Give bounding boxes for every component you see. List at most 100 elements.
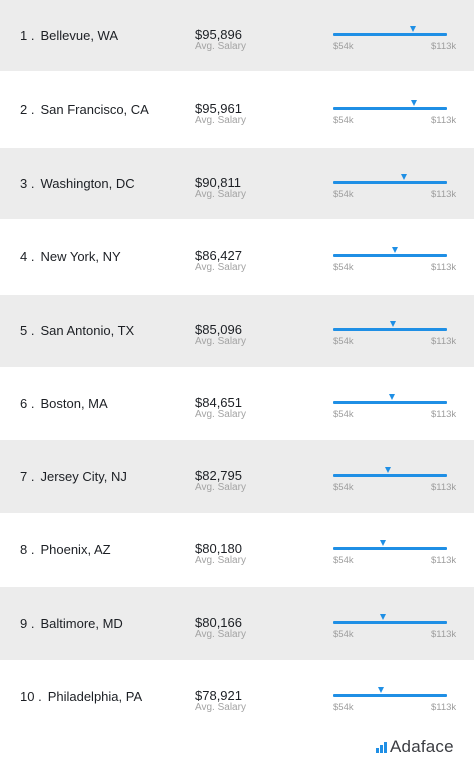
table-row: 9 . Baltimore, MD $80,166 Avg. Salary $54k $1… <box>0 587 474 660</box>
city-label: Philadelphia, PA <box>47 688 143 704</box>
city-label: Baltimore, MD <box>40 615 123 631</box>
city-cell: 2 . San Francisco, CA <box>20 102 149 117</box>
salary-sublabel: Avg. Salary <box>195 336 246 347</box>
salary-sublabel: Avg. Salary <box>195 408 246 420</box>
salary-sublabel: Avg. Salary <box>195 701 246 713</box>
salary-sublabel: Avg. Salary <box>195 555 246 566</box>
scale-min-label: $54k <box>333 408 354 420</box>
city-label: New York, NY <box>40 249 121 264</box>
scale-max-label: $113k <box>431 628 457 640</box>
table-row: 8 . Phoenix, AZ $80,180 Avg. Salary $54k $113… <box>0 513 474 587</box>
salary-marker <box>377 686 384 693</box>
city-label: Phoenix, AZ <box>40 542 111 557</box>
salary-value: $84,651 <box>195 394 242 410</box>
rank-label: 1 . <box>20 27 35 43</box>
city-cell: 8 . Phoenix, AZ <box>20 542 111 557</box>
salary-value: $80,166 <box>195 614 242 630</box>
salary-marker <box>410 99 417 106</box>
salary-marker <box>392 247 399 253</box>
scale-min-label: $54k <box>333 628 354 640</box>
scale-min-label: $54k <box>333 336 354 347</box>
city-cell: 10 . Philadelphia, PA <box>20 689 142 704</box>
scale-max-label: $113k <box>431 114 457 126</box>
scale-max-label: $113k <box>431 40 457 52</box>
rank-label: 6 . <box>20 395 35 411</box>
city-cell: 3 . Washington, DC <box>20 176 135 191</box>
city-cell: 9 . Baltimore, MD <box>20 616 123 631</box>
salary-value: $86,427 <box>195 248 242 263</box>
salary-marker <box>410 25 417 32</box>
salary-marker <box>389 321 396 327</box>
bar-chart-logo-icon <box>376 741 387 753</box>
salary-value: $78,921 <box>195 687 242 703</box>
salary-marker <box>388 393 395 400</box>
city-cell: 4 . New York, NY <box>20 249 121 264</box>
table-row: 6 . Boston, MA $84,651 Avg. Salary $54k $113k <box>0 367 474 440</box>
scale-max-label: $113k <box>431 481 457 493</box>
rank-label: 3 . <box>20 175 35 191</box>
table-row: 10 . Philadelphia, PA $78,921 Avg. Salary $5… <box>0 660 474 733</box>
salary-value: $82,795 <box>195 467 242 483</box>
table-row: 7 . Jersey City, NJ $82,795 Avg. Salary $54k… <box>0 440 474 513</box>
scale-max-label: $113k <box>431 555 457 566</box>
salary-value: $80,180 <box>195 541 242 556</box>
salary-value: $90,811 <box>195 174 242 190</box>
rank-label: 8 . <box>20 542 35 557</box>
salary-value: $95,896 <box>195 26 242 42</box>
table-row: 3 . Washington, DC $90,811 Avg. Salary $54k $… <box>0 148 474 219</box>
salary-sublabel: Avg. Salary <box>195 262 246 273</box>
salary-value: $85,096 <box>195 322 242 337</box>
city-cell: 6 . Boston, MA <box>20 396 108 411</box>
scale-min-label: $54k <box>333 481 354 493</box>
rank-label: 4 . <box>20 249 35 264</box>
table-row: 2 . San Francisco, CA $95,961 Avg. Salary $5… <box>0 71 474 148</box>
scale-min-label: $54k <box>333 262 354 273</box>
rank-label: 10 . <box>20 688 42 704</box>
rank-label: 7 . <box>20 468 35 484</box>
scale-max-label: $113k <box>431 262 457 273</box>
salary-range-track <box>333 254 447 257</box>
city-label: Bellevue, WA <box>40 27 119 43</box>
salary-marker <box>380 540 387 546</box>
scale-min-label: $54k <box>333 701 354 713</box>
salary-marker <box>400 173 407 180</box>
city-cell: 5 . San Antonio, TX <box>20 323 134 338</box>
salary-sublabel: Avg. Salary <box>195 628 246 640</box>
salary-range-track <box>333 400 447 404</box>
scale-max-label: $113k <box>431 701 457 713</box>
table-row: 5 . San Antonio, TX $85,096 Avg. Salary $54k… <box>0 295 474 367</box>
scale-max-label: $113k <box>431 336 457 347</box>
salary-range-track <box>333 693 447 697</box>
scale-min-label: $54k <box>333 555 354 566</box>
salary-range-track <box>333 180 447 184</box>
city-label: Washington, DC <box>40 175 135 191</box>
salary-range-track <box>333 106 447 110</box>
city-cell: 7 . Jersey City, NJ <box>20 469 127 484</box>
salary-range-track <box>333 32 447 36</box>
city-cell: 1 . Bellevue, WA <box>20 28 118 43</box>
table-row: 1 . Bellevue, WA $95,896 Avg. Salary $54k $11… <box>0 0 474 71</box>
city-label: San Antonio, TX <box>40 323 135 338</box>
rank-label: 5 . <box>20 323 35 338</box>
scale-min-label: $54k <box>333 188 354 200</box>
scale-max-label: $113k <box>431 188 457 200</box>
salary-sublabel: Avg. Salary <box>195 40 246 52</box>
salary-value: $95,961 <box>195 100 242 116</box>
brand-logo: Adaface <box>376 737 454 757</box>
table-row: 4 . New York, NY $86,427 Avg. Salary $54k $11… <box>0 219 474 295</box>
salary-sublabel: Avg. Salary <box>195 188 246 200</box>
salary-range-track <box>333 328 447 331</box>
scale-min-label: $54k <box>333 114 354 126</box>
salary-marker <box>380 613 387 620</box>
scale-max-label: $113k <box>431 408 457 420</box>
brand-name: Adaface <box>390 737 454 756</box>
city-label: Boston, MA <box>40 395 108 411</box>
salary-marker <box>385 466 392 473</box>
salary-sublabel: Avg. Salary <box>195 481 246 493</box>
salary-range-track <box>333 547 447 550</box>
scale-min-label: $54k <box>333 40 354 52</box>
salary-range-track <box>333 473 447 477</box>
salary-range-track <box>333 620 447 624</box>
city-label: Jersey City, NJ <box>40 468 127 484</box>
salary-sublabel: Avg. Salary <box>195 114 246 126</box>
